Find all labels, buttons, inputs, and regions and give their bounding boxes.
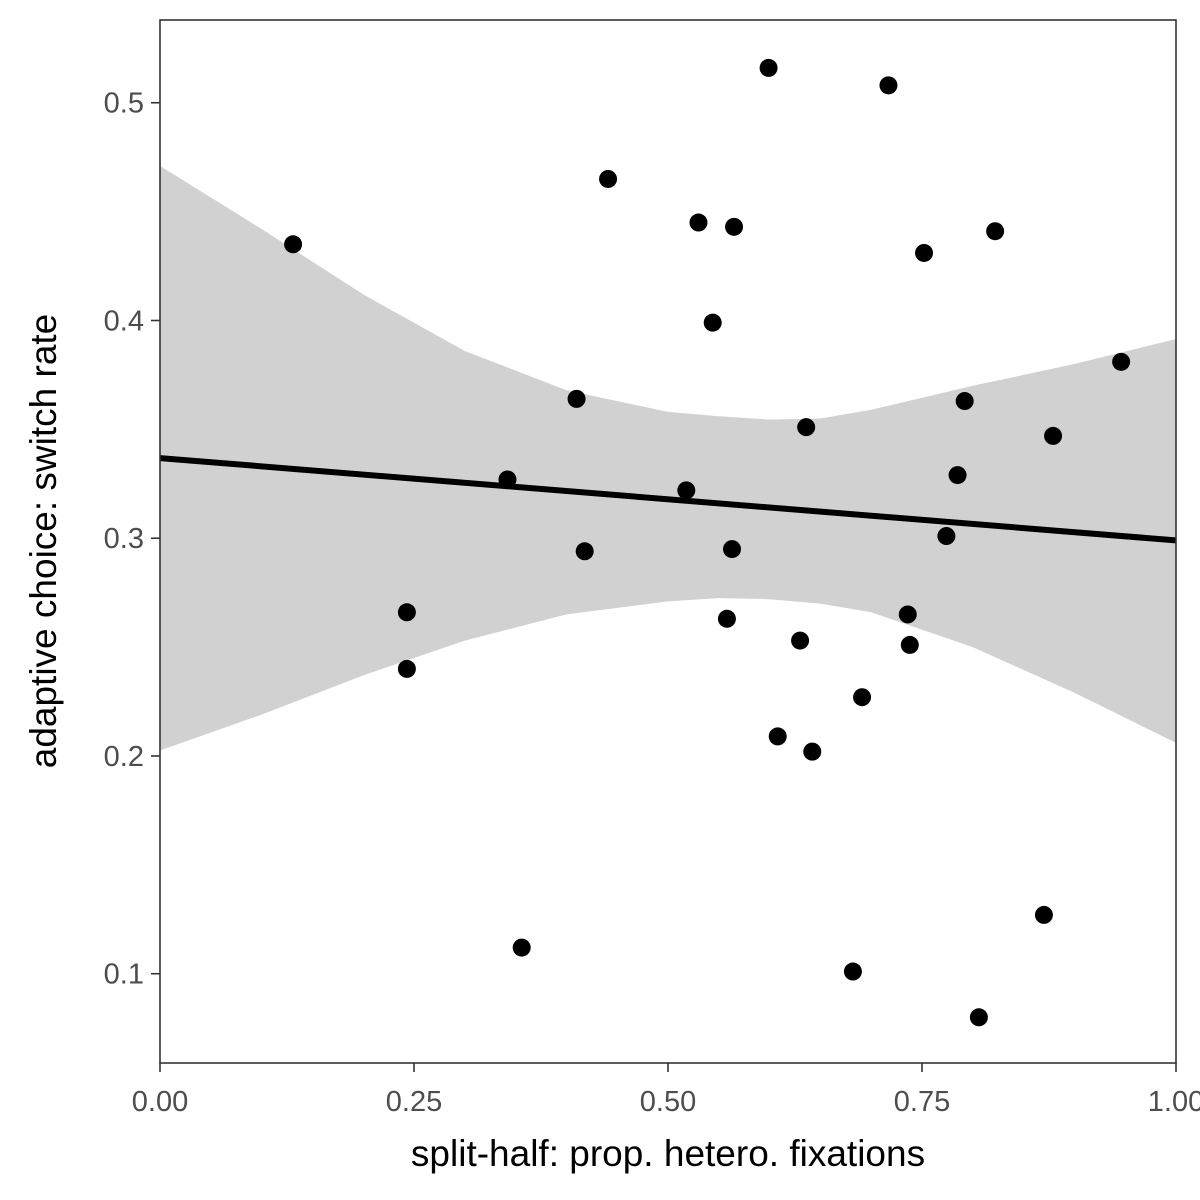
data-point-24: [900, 635, 919, 654]
x-tick-label-5: 1.00: [1148, 1086, 1200, 1118]
x-axis-title: split-half: prop. hetero. fixations: [411, 1133, 925, 1174]
x-tick-label-4: 0.75: [894, 1086, 950, 1118]
data-point-28: [955, 392, 974, 411]
y-tick-label-2: 0.2: [104, 741, 144, 773]
data-point-27: [948, 466, 967, 485]
y-tick-label-4: 0.4: [104, 305, 144, 337]
y-axis-title: adaptive choice: switch rate: [23, 314, 64, 769]
data-point-10: [689, 213, 708, 232]
y-tick-label-1: 0.1: [104, 959, 144, 991]
x-tick-label-1: 0.00: [132, 1086, 188, 1118]
data-point-14: [725, 217, 744, 236]
data-point-1: [284, 235, 303, 254]
points-layer: [284, 58, 1131, 1027]
data-point-30: [986, 222, 1005, 241]
confidence-band: [160, 165, 1176, 751]
fit-line-layer: [159, 455, 1177, 544]
y-tick-label-3: 0.3: [104, 523, 144, 555]
data-point-25: [915, 243, 934, 262]
data-point-31: [1034, 905, 1053, 924]
data-point-17: [791, 631, 810, 650]
data-point-11: [703, 313, 722, 332]
data-point-2: [397, 603, 416, 622]
data-point-29: [969, 1008, 988, 1027]
data-point-6: [567, 389, 586, 408]
data-point-15: [759, 58, 778, 77]
data-point-12: [717, 609, 736, 628]
data-point-32: [1044, 426, 1063, 445]
data-point-23: [898, 605, 917, 624]
data-point-8: [599, 169, 618, 188]
y-axis: 0.1 0.2 0.3 0.4 0.5: [104, 88, 160, 991]
data-point-20: [843, 962, 862, 981]
data-point-13: [723, 540, 742, 559]
data-point-33: [1112, 352, 1131, 371]
data-point-5: [512, 938, 531, 957]
data-point-16: [768, 727, 787, 746]
data-point-21: [853, 688, 872, 707]
x-axis: 0.00 0.25 0.50 0.75 1.00: [132, 1063, 1200, 1118]
x-tick-label-3: 0.50: [640, 1086, 696, 1118]
data-point-3: [397, 659, 416, 678]
data-point-7: [575, 542, 594, 561]
regression-line: [159, 455, 1177, 544]
data-point-26: [937, 527, 956, 546]
data-point-22: [879, 76, 898, 95]
data-point-19: [803, 742, 822, 761]
data-point-18: [797, 418, 816, 437]
data-point-9: [677, 481, 696, 500]
x-tick-label-2: 0.25: [386, 1086, 442, 1118]
y-tick-label-5: 0.5: [104, 88, 144, 120]
confidence-band-layer: [160, 165, 1176, 751]
